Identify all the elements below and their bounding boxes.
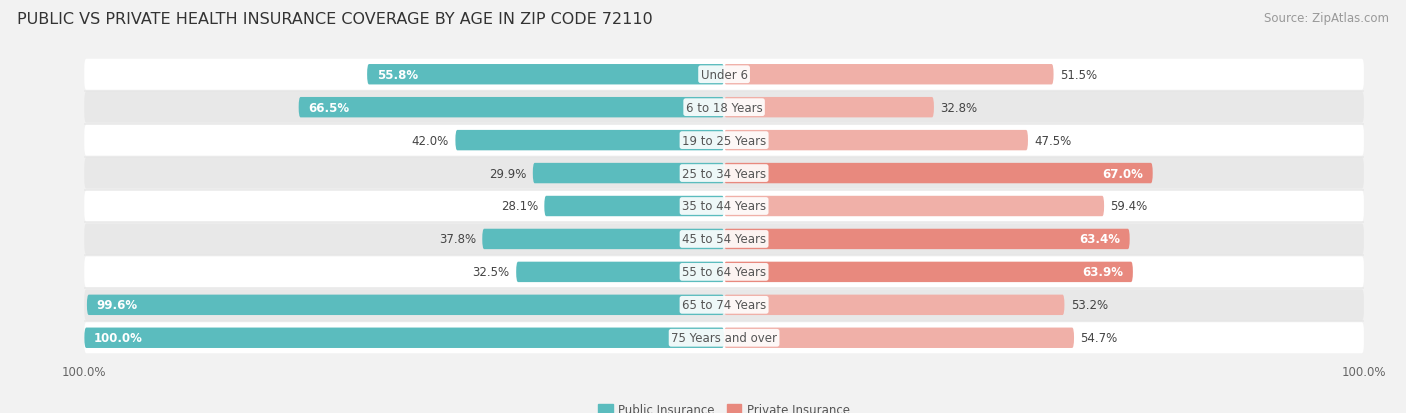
FancyBboxPatch shape [87, 295, 724, 315]
FancyBboxPatch shape [84, 191, 1364, 222]
FancyBboxPatch shape [84, 158, 1364, 189]
FancyBboxPatch shape [724, 164, 1153, 184]
Text: 65 to 74 Years: 65 to 74 Years [682, 299, 766, 311]
FancyBboxPatch shape [84, 59, 1364, 90]
FancyBboxPatch shape [724, 98, 934, 118]
Text: 32.5%: 32.5% [472, 266, 510, 279]
Text: 51.5%: 51.5% [1060, 69, 1097, 81]
FancyBboxPatch shape [482, 229, 724, 249]
Text: 54.7%: 54.7% [1080, 332, 1118, 344]
FancyBboxPatch shape [84, 224, 1364, 255]
FancyBboxPatch shape [84, 257, 1364, 288]
Text: 47.5%: 47.5% [1035, 134, 1071, 147]
Text: PUBLIC VS PRIVATE HEALTH INSURANCE COVERAGE BY AGE IN ZIP CODE 72110: PUBLIC VS PRIVATE HEALTH INSURANCE COVER… [17, 12, 652, 27]
Text: 29.9%: 29.9% [489, 167, 526, 180]
Text: Under 6: Under 6 [700, 69, 748, 81]
FancyBboxPatch shape [724, 262, 1133, 282]
FancyBboxPatch shape [84, 328, 724, 348]
FancyBboxPatch shape [724, 328, 1074, 348]
Text: 53.2%: 53.2% [1071, 299, 1108, 311]
Text: 100.0%: 100.0% [94, 332, 143, 344]
Text: 75 Years and over: 75 Years and over [671, 332, 778, 344]
Text: 32.8%: 32.8% [941, 102, 977, 114]
Text: 19 to 25 Years: 19 to 25 Years [682, 134, 766, 147]
FancyBboxPatch shape [84, 290, 1364, 320]
FancyBboxPatch shape [84, 125, 1364, 156]
Text: 63.4%: 63.4% [1078, 233, 1121, 246]
Text: 55.8%: 55.8% [377, 69, 418, 81]
Text: 45 to 54 Years: 45 to 54 Years [682, 233, 766, 246]
Text: 42.0%: 42.0% [412, 134, 449, 147]
FancyBboxPatch shape [456, 131, 724, 151]
FancyBboxPatch shape [724, 65, 1053, 85]
FancyBboxPatch shape [724, 196, 1104, 217]
FancyBboxPatch shape [367, 65, 724, 85]
FancyBboxPatch shape [724, 131, 1028, 151]
Text: 25 to 34 Years: 25 to 34 Years [682, 167, 766, 180]
FancyBboxPatch shape [533, 164, 724, 184]
FancyBboxPatch shape [724, 229, 1129, 249]
FancyBboxPatch shape [724, 295, 1064, 315]
Text: Source: ZipAtlas.com: Source: ZipAtlas.com [1264, 12, 1389, 25]
FancyBboxPatch shape [84, 93, 1364, 123]
Legend: Public Insurance, Private Insurance: Public Insurance, Private Insurance [593, 398, 855, 413]
FancyBboxPatch shape [544, 196, 724, 217]
Text: 59.4%: 59.4% [1111, 200, 1147, 213]
Text: 6 to 18 Years: 6 to 18 Years [686, 102, 762, 114]
Text: 67.0%: 67.0% [1102, 167, 1143, 180]
FancyBboxPatch shape [84, 323, 1364, 354]
Text: 63.9%: 63.9% [1083, 266, 1123, 279]
Text: 35 to 44 Years: 35 to 44 Years [682, 200, 766, 213]
Text: 37.8%: 37.8% [439, 233, 475, 246]
Text: 99.6%: 99.6% [97, 299, 138, 311]
Text: 28.1%: 28.1% [501, 200, 538, 213]
FancyBboxPatch shape [516, 262, 724, 282]
Text: 66.5%: 66.5% [308, 102, 349, 114]
Text: 55 to 64 Years: 55 to 64 Years [682, 266, 766, 279]
FancyBboxPatch shape [298, 98, 724, 118]
